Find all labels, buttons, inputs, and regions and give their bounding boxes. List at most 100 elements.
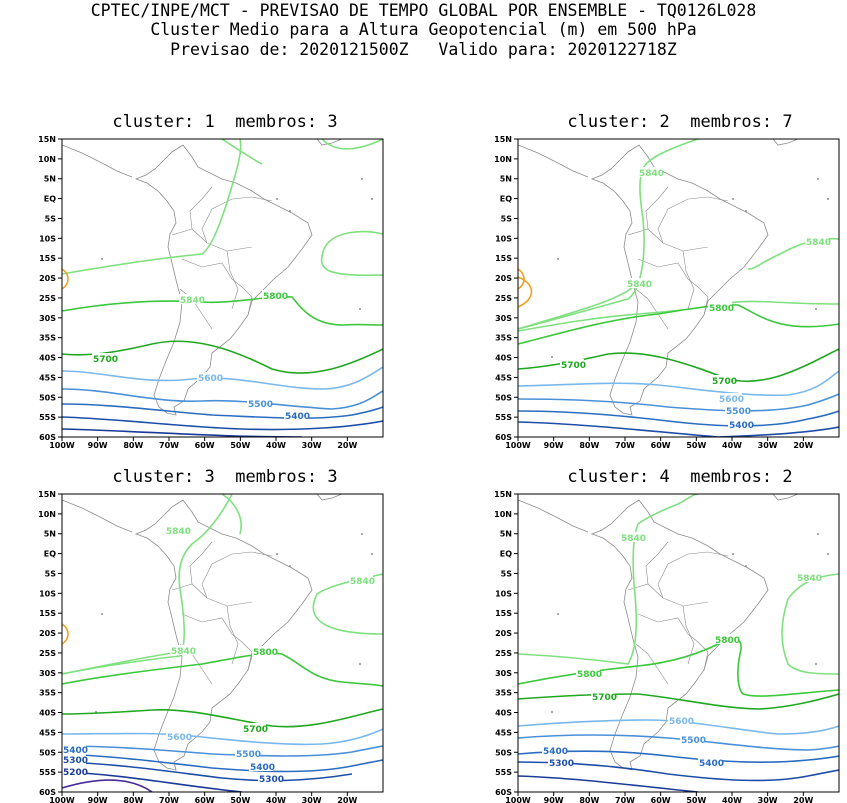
lat-tick-label: 25S xyxy=(495,294,512,303)
lon-tick-label: 30W xyxy=(302,796,322,803)
contour-label: 5600 xyxy=(198,374,223,384)
island xyxy=(101,258,103,260)
lon-tick-label: 100W xyxy=(49,796,75,803)
contour-5500 xyxy=(518,734,839,751)
lat-tick-label: 45S xyxy=(495,373,512,382)
lat-tick-label: 10N xyxy=(494,155,512,164)
contour-label: 5800 xyxy=(253,648,278,658)
contour-label: 5700 xyxy=(712,377,737,387)
map-frame xyxy=(61,138,384,438)
lat-tick-label: 15S xyxy=(39,254,56,263)
contour-5700 xyxy=(62,340,383,374)
lat-tick-label: 60S xyxy=(39,788,56,797)
contour-label-bg xyxy=(560,359,584,369)
contour-label-bg xyxy=(262,290,286,300)
contour-5840 xyxy=(221,139,263,165)
contour-label-bg xyxy=(252,646,276,656)
lat-tick-label: 30S xyxy=(39,669,56,678)
lat-tick-label: EQ xyxy=(500,195,512,204)
header-line-2: Cluster Medio para a Altura Geopotencial… xyxy=(150,20,697,39)
contour-label: 5840 xyxy=(806,238,831,248)
map-background xyxy=(62,139,383,437)
lat-tick-label: 15S xyxy=(495,609,512,618)
panel-3-title: cluster: 3 membros: 3 xyxy=(112,467,338,487)
lat-tick-label: 60S xyxy=(495,788,512,797)
contour-label-bg xyxy=(711,375,735,385)
panel-1-title: cluster: 1 membros: 3 xyxy=(112,112,338,132)
contour-label-bg xyxy=(620,532,644,542)
map-content: 5840584058405800570056005500540054005300… xyxy=(62,494,383,792)
lat-tick-label: 15N xyxy=(38,490,56,499)
lat-tick-label: 5S xyxy=(501,569,513,578)
lat-tick-label: 10S xyxy=(495,589,512,598)
lon-tick-label: 80W xyxy=(123,441,143,450)
contour-label: 5700 xyxy=(243,725,268,735)
contour-label: 5840 xyxy=(350,577,375,587)
lat-tick-label: 50S xyxy=(39,393,56,402)
contour-label-bg xyxy=(708,302,732,312)
lat-tick-label: 55S xyxy=(495,413,512,422)
contour-5840 xyxy=(320,230,383,277)
coastline xyxy=(590,499,769,771)
island xyxy=(361,178,363,180)
lon-tick-label: 50W xyxy=(686,441,706,450)
lat-tick-label: 40S xyxy=(39,709,56,718)
contour-5840 xyxy=(62,139,242,275)
island xyxy=(745,565,747,567)
contour-5840 xyxy=(62,494,233,675)
central-america-coast xyxy=(518,144,589,178)
contour-5840 xyxy=(518,139,699,330)
contour-label-bg xyxy=(170,645,194,655)
lat-tick-label: 5S xyxy=(501,214,513,223)
coastline xyxy=(134,499,313,771)
contour-label-bg xyxy=(698,757,722,767)
contour-5840 xyxy=(637,494,699,525)
lat-tick-label: 40S xyxy=(495,709,512,718)
lon-tick-label: 80W xyxy=(123,796,143,803)
lat-tick-label: EQ xyxy=(500,550,512,559)
contour-label-bg xyxy=(805,236,829,246)
contour-label-bg xyxy=(258,773,282,783)
lat-tick-label: EQ xyxy=(44,195,56,204)
country-border xyxy=(181,258,243,288)
lat-tick-label: 55S xyxy=(39,413,56,422)
lon-tick-label: 50W xyxy=(230,796,250,803)
lat-tick-label: 5N xyxy=(44,175,56,184)
contour-label: 5200 xyxy=(63,768,88,778)
lon-tick-label: 100W xyxy=(49,441,75,450)
contour-label: 5600 xyxy=(719,395,744,405)
contour-5880 xyxy=(518,276,533,308)
lat-tick-label: 60S xyxy=(39,433,56,442)
contour-label-bg xyxy=(165,525,189,535)
lat-tick-label: 55S xyxy=(495,768,512,777)
lon-tick-label: 40W xyxy=(722,441,742,450)
lon-tick-label: 80W xyxy=(579,441,599,450)
lat-tick-label: 50S xyxy=(495,748,512,757)
contour-label-bg xyxy=(62,754,86,764)
lat-tick-label: 20S xyxy=(39,274,56,283)
lat-tick-label: 20S xyxy=(495,274,512,283)
lat-tick-label: 25S xyxy=(39,294,56,303)
island xyxy=(732,553,734,555)
country-border xyxy=(189,186,213,230)
panel-2-title: cluster: 2 membros: 7 xyxy=(567,112,793,132)
lon-tick-label: 90W xyxy=(544,441,564,450)
lat-tick-label: 5S xyxy=(45,569,57,578)
country-border xyxy=(241,286,253,316)
contour-5840 xyxy=(321,139,383,150)
contour-5880 xyxy=(62,268,69,290)
country-border xyxy=(657,196,729,244)
lon-tick-label: 60W xyxy=(195,441,215,450)
contour-5600 xyxy=(518,370,839,397)
contour-label: 5300 xyxy=(63,756,88,766)
lat-tick-label: EQ xyxy=(44,550,56,559)
island xyxy=(557,258,559,260)
contour-label: 5500 xyxy=(248,400,273,410)
panel-4-title: cluster: 4 membros: 2 xyxy=(567,467,793,487)
lon-tick-label: 30W xyxy=(758,441,778,450)
contour-label-bg xyxy=(247,398,271,408)
contour-label: 5400 xyxy=(729,421,754,431)
island xyxy=(557,613,559,615)
lon-tick-label: 50W xyxy=(230,441,250,450)
lat-tick-label: 30S xyxy=(495,669,512,678)
